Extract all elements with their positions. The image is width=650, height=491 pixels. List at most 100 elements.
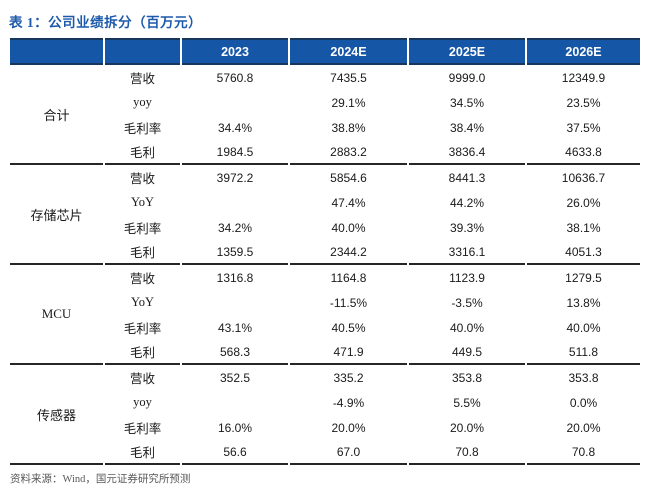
value-cell: 43.1% bbox=[217, 320, 253, 335]
value-cell: 2883.2 bbox=[290, 140, 407, 165]
value-cell bbox=[182, 390, 288, 415]
value-cell: 9999.0 bbox=[448, 70, 486, 85]
table-row: yoy -4.9% 5.5% 0.0% bbox=[10, 390, 640, 415]
source-note: 资料来源：Wind，国元证券研究所预测 bbox=[10, 474, 191, 485]
metric-label: 毛利 bbox=[105, 140, 180, 165]
header-row: 2023 2024E 2025E 2026E bbox=[10, 38, 640, 65]
group-label-memory: 存储芯片 bbox=[10, 165, 103, 265]
value-cell: 44.2% bbox=[449, 195, 485, 210]
value-cell: 4633.8 bbox=[527, 140, 640, 165]
value-cell: 23.5% bbox=[566, 95, 601, 110]
value-cell: 1359.5 bbox=[182, 240, 288, 265]
value-cell: 40.0% bbox=[566, 320, 601, 335]
table-row: YoY -11.5% -3.5% 13.8% bbox=[10, 290, 640, 315]
header-cell-year: 2025E bbox=[409, 38, 525, 65]
header-cell-metric-blank bbox=[105, 38, 180, 65]
group-label-sensor: 传感器 bbox=[10, 365, 103, 465]
value-cell bbox=[182, 290, 288, 315]
value-cell: 352.5 bbox=[219, 370, 251, 385]
value-cell: 1316.8 bbox=[216, 270, 254, 285]
value-cell: 20.0% bbox=[566, 420, 601, 435]
metric-label: 毛利 bbox=[105, 240, 180, 265]
value-cell: 449.5 bbox=[409, 340, 525, 365]
table-row: 毛利 568.3 471.9 449.5 511.8 bbox=[10, 340, 640, 365]
table-row: 毛利率 43.1% 40.5% 40.0% 40.0% bbox=[10, 315, 640, 340]
header-cell-year: 2024E bbox=[290, 38, 407, 65]
value-cell: 56.6 bbox=[182, 440, 288, 465]
value-cell: 37.5% bbox=[566, 120, 601, 135]
table-row: 毛利 1984.5 2883.2 3836.4 4633.8 bbox=[10, 140, 640, 165]
table-row: 毛利率 34.2% 40.0% 39.3% 38.1% bbox=[10, 215, 640, 240]
value-cell: 34.5% bbox=[449, 95, 485, 110]
table-row: 传感器 营收 352.5 335.2 353.8 353.8 bbox=[10, 365, 640, 465]
metric-label: 营收 bbox=[129, 172, 155, 186]
table-row: YoY 47.4% 44.2% 26.0% bbox=[10, 190, 640, 215]
value-cell: 20.0% bbox=[331, 420, 366, 435]
value-cell: 38.8% bbox=[331, 120, 366, 135]
value-cell: 16.0% bbox=[217, 420, 253, 435]
value-cell: 38.4% bbox=[449, 120, 485, 135]
metric-label: YoY bbox=[130, 295, 155, 309]
value-cell: 20.0% bbox=[449, 420, 485, 435]
group-label-total: 合计 bbox=[10, 65, 103, 165]
value-cell: 70.8 bbox=[409, 440, 525, 465]
header-cell-year: 2026E bbox=[527, 38, 640, 65]
value-cell: 1279.5 bbox=[565, 270, 602, 285]
performance-table: 2023 2024E 2025E 2026E 合计 营收 5760.8 7435… bbox=[8, 38, 642, 465]
value-cell: -3.5% bbox=[451, 295, 483, 310]
value-cell: 335.2 bbox=[333, 370, 364, 385]
value-cell: 4051.3 bbox=[527, 240, 640, 265]
value-cell: 568.3 bbox=[182, 340, 288, 365]
value-cell: 40.5% bbox=[331, 320, 366, 335]
value-cell: 70.8 bbox=[527, 440, 640, 465]
table-row: 毛利率 34.4% 38.8% 38.4% 37.5% bbox=[10, 115, 640, 140]
table-row: 存储芯片 营收 3972.2 5854.6 8441.3 10636.7 bbox=[10, 165, 640, 265]
value-cell: 26.0% bbox=[566, 195, 601, 210]
metric-label: 毛利率 bbox=[123, 322, 162, 336]
value-cell: 10636.7 bbox=[561, 170, 606, 185]
metric-label: 毛利率 bbox=[123, 222, 162, 236]
metric-label: 营收 bbox=[129, 272, 155, 286]
value-cell: 40.0% bbox=[331, 220, 366, 235]
metric-label: yoy bbox=[133, 95, 152, 109]
value-cell bbox=[182, 190, 288, 215]
value-cell: 1164.8 bbox=[330, 270, 367, 285]
value-cell bbox=[182, 90, 288, 115]
header-cell-group-blank bbox=[10, 38, 103, 65]
value-cell: 2344.2 bbox=[290, 240, 407, 265]
value-cell: -4.9% bbox=[332, 395, 365, 410]
table-title: 表 1：公司业绩拆分（百万元） bbox=[9, 15, 203, 30]
value-cell: 7435.5 bbox=[330, 70, 367, 85]
table-row: 毛利 56.6 67.0 70.8 70.8 bbox=[10, 440, 640, 465]
value-cell: 471.9 bbox=[290, 340, 407, 365]
value-cell: 12349.9 bbox=[561, 70, 606, 85]
value-cell: 1123.9 bbox=[449, 270, 485, 285]
table-row: 毛利率 16.0% 20.0% 20.0% 20.0% bbox=[10, 415, 640, 440]
value-cell: 67.0 bbox=[290, 440, 407, 465]
metric-label: 毛利 bbox=[105, 340, 180, 365]
value-cell: 8441.3 bbox=[448, 170, 486, 185]
value-cell: 3836.4 bbox=[409, 140, 525, 165]
value-cell: 34.2% bbox=[217, 220, 253, 235]
group-label-mcu: MCU bbox=[10, 265, 103, 365]
value-cell: 47.4% bbox=[331, 195, 366, 210]
metric-label: yoy bbox=[133, 395, 152, 409]
metric-label: YoY bbox=[130, 195, 155, 209]
table-row: MCU 营收 1316.8 1164.8 1123.9 1279.5 bbox=[10, 265, 640, 365]
value-cell: 0.0% bbox=[569, 395, 598, 410]
value-cell: 1984.5 bbox=[182, 140, 288, 165]
value-cell: 5854.6 bbox=[330, 170, 367, 185]
metric-label: 毛利率 bbox=[123, 422, 162, 436]
value-cell: 5760.8 bbox=[216, 70, 254, 85]
value-cell: 13.8% bbox=[566, 295, 601, 310]
value-cell: 511.8 bbox=[527, 340, 640, 365]
header-cell-year: 2023 bbox=[182, 38, 288, 65]
table-row: 毛利 1359.5 2344.2 3316.1 4051.3 bbox=[10, 240, 640, 265]
value-cell: 5.5% bbox=[453, 395, 481, 410]
table-row: yoy 29.1% 34.5% 23.5% bbox=[10, 90, 640, 115]
value-cell: 3972.2 bbox=[216, 170, 254, 185]
metric-label: 毛利 bbox=[105, 440, 180, 465]
metric-label: 毛利率 bbox=[123, 122, 162, 136]
value-cell: 353.8 bbox=[451, 370, 483, 385]
